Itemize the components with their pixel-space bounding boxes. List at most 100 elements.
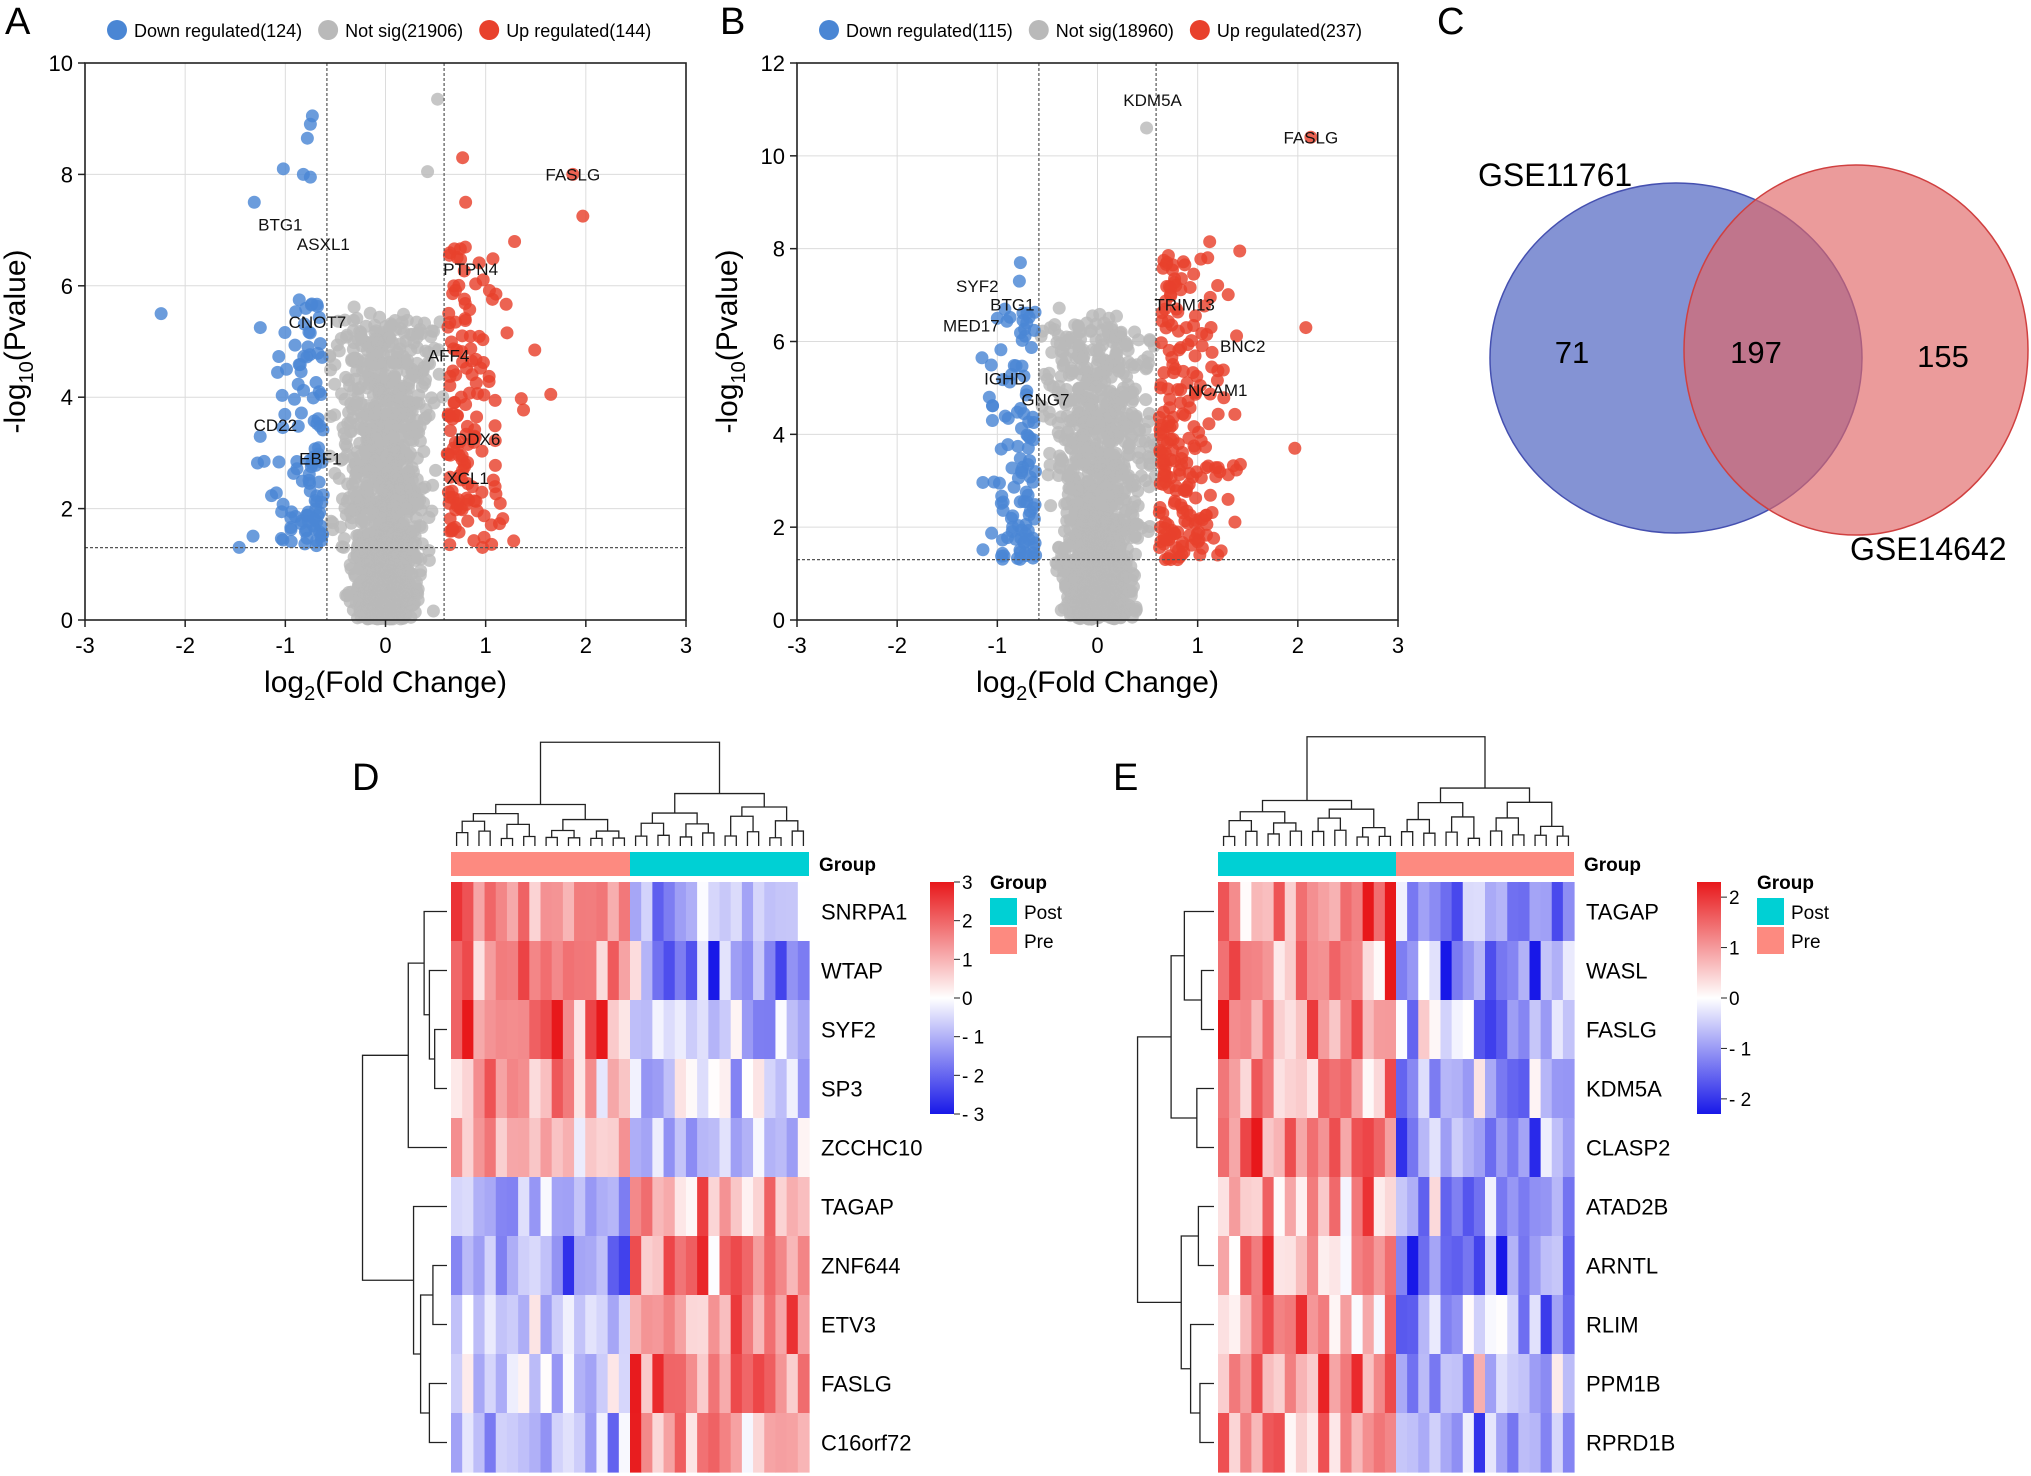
point-notsig: [422, 553, 436, 567]
heatmap-cell: [1307, 1118, 1319, 1178]
heatmap-cell: [1540, 1000, 1553, 1060]
x-tick-label: -3: [787, 633, 807, 658]
heatmap-cell: [1440, 1295, 1453, 1355]
point-up: [447, 342, 461, 356]
point-up: [465, 354, 479, 368]
heatmap-cell: [585, 941, 598, 1001]
group-bar-post: [1218, 852, 1396, 876]
heatmap-cell: [1362, 1059, 1375, 1119]
heatmap-cell: [1262, 882, 1275, 942]
point-notsig: [1126, 580, 1140, 594]
dendrogram-branch: [1361, 827, 1386, 838]
point-notsig: [418, 372, 432, 386]
dendrogram-branch: [1136, 1036, 1182, 1304]
heatmap-cell: [1284, 1354, 1297, 1414]
dendrogram-branch: [1196, 1087, 1214, 1149]
heatmap-cell: [1451, 1236, 1464, 1296]
point-notsig: [1105, 575, 1119, 589]
heatmap-cell: [1251, 941, 1264, 1001]
point-notsig: [338, 392, 352, 406]
point-up: [1154, 381, 1168, 395]
point-notsig: [360, 485, 374, 499]
legend-swatch-notsig: [1028, 20, 1049, 40]
heatmap-cell: [495, 941, 508, 1001]
heatmap-cell: [1340, 1177, 1353, 1237]
heatmap-cell: [1340, 1354, 1353, 1414]
heatmap-cell: [1407, 1000, 1419, 1060]
gene-label: PTPN4: [443, 260, 498, 279]
gene-label: CNOT7: [289, 313, 347, 332]
heatmap-cell: [697, 1177, 709, 1237]
heatmap-cell: [451, 1236, 463, 1296]
heatmap-cell: [1407, 1118, 1419, 1178]
dendrogram-branch: [523, 835, 536, 846]
point-notsig: [404, 488, 418, 502]
heatmap-cell: [1229, 1413, 1241, 1473]
heatmap-cell: [607, 1413, 620, 1473]
heatmap-cell: [1407, 1236, 1419, 1296]
y-tick-label: 0: [61, 608, 73, 633]
heatmap-cell: [1440, 1118, 1453, 1178]
dendrogram-branch: [1356, 836, 1369, 846]
heatmap-cell: [652, 1177, 665, 1237]
heatmap-cell: [618, 1295, 631, 1355]
colorbar-tick-label: 2: [962, 912, 973, 933]
point-notsig: [1063, 481, 1077, 495]
point-up: [471, 387, 485, 401]
heatmap-cell: [484, 1118, 497, 1178]
gene-label: XCL1: [446, 469, 489, 488]
heatmap-cell: [641, 1295, 653, 1355]
point-up: [1205, 505, 1219, 519]
y-axis-label: -log10(Pvalue): [0, 250, 38, 434]
point-up: [450, 496, 464, 510]
heatmap-cell: [484, 1354, 497, 1414]
group-legend-title: Group: [990, 873, 1047, 894]
x-axis-label: log2(Fold Change): [976, 666, 1219, 705]
heatmap-cell: [1273, 1059, 1286, 1119]
point-notsig: [369, 526, 383, 540]
heatmap-cell: [1362, 1000, 1375, 1060]
point-notsig: [353, 531, 367, 545]
heatmap-cell: [540, 941, 553, 1001]
heatmap-cell: [529, 1413, 542, 1473]
point-up: [469, 277, 483, 291]
point-up: [447, 396, 461, 410]
heatmap-cell: [663, 882, 676, 942]
dendrogram-branch: [434, 1028, 447, 1090]
heatmap-cell: [1284, 1177, 1297, 1237]
heatmap-cell: [641, 1118, 653, 1178]
x-axis-label-subscript: 2: [1016, 683, 1027, 705]
point-up: [1169, 279, 1183, 293]
heatmap-cell: [1529, 1295, 1542, 1355]
heatmap-cell: [484, 1000, 497, 1060]
dendrogram-branch: [1512, 834, 1525, 846]
heatmap-cell: [630, 882, 642, 942]
point-down: [1017, 369, 1031, 383]
heatmap-cell: [1240, 1413, 1252, 1473]
point-notsig: [1043, 446, 1057, 460]
heatmap-cell: [1329, 1059, 1341, 1119]
point-notsig: [1121, 355, 1135, 369]
point-notsig: [379, 531, 393, 545]
point-notsig: [340, 589, 354, 603]
point-notsig: [415, 327, 429, 341]
point-notsig: [1071, 471, 1085, 485]
point-down: [287, 466, 301, 480]
point-notsig: [417, 445, 431, 459]
heatmap-cell: [697, 1059, 709, 1119]
heatmap-cell: [1540, 1059, 1553, 1119]
heatmap-cell: [719, 941, 732, 1001]
dendrogram-branch: [1245, 830, 1258, 846]
heatmap-cell: [529, 1177, 542, 1237]
heatmap-cell: [1418, 941, 1430, 1001]
point-up: [488, 419, 502, 433]
heatmap-cell: [585, 1354, 598, 1414]
heatmap-cell: [764, 1000, 777, 1060]
heatmap-cell: [1418, 1295, 1430, 1355]
point-notsig: [348, 372, 362, 386]
dendrogram-branch: [562, 818, 609, 832]
heatmap-cell: [495, 1354, 508, 1414]
heatmap-cell: [1518, 882, 1531, 942]
point-notsig: [391, 390, 405, 404]
heatmap-cell: [1518, 1295, 1531, 1355]
